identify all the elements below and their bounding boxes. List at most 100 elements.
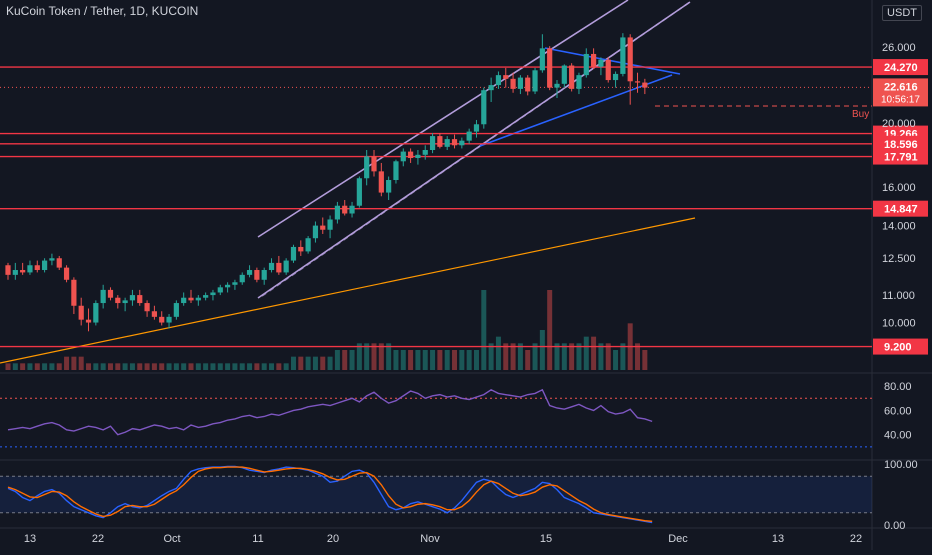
candle-body	[71, 279, 77, 306]
volume-bar	[181, 363, 187, 370]
candle-body	[107, 289, 114, 298]
candle-body	[195, 297, 201, 301]
volume-bar	[576, 343, 582, 370]
volume-bar	[459, 350, 465, 370]
currency-button[interactable]: USDT	[882, 5, 922, 21]
candle-body	[378, 171, 384, 193]
candle-body	[539, 48, 545, 71]
candle-body	[261, 270, 267, 280]
candle-body	[605, 59, 611, 81]
candle-body	[93, 303, 99, 323]
candle-body	[144, 303, 150, 312]
volume-bar	[430, 350, 436, 370]
volume-bar	[261, 363, 267, 370]
symbol-title[interactable]: KuCoin Token / Tether, 1D, KUCOIN	[6, 4, 199, 18]
candle-body	[27, 265, 33, 273]
candle-body	[342, 205, 348, 214]
candle-body	[627, 37, 633, 82]
price-tick-label: 11.000	[882, 290, 915, 302]
candle-body	[554, 83, 560, 88]
volume-bar	[34, 363, 40, 370]
volume-bar	[561, 343, 567, 370]
volume-bar	[598, 343, 604, 370]
last-price-label: 22.616	[884, 81, 918, 93]
rsi-tick-label: 60.00	[884, 405, 912, 417]
candle-body	[78, 305, 84, 320]
candle-body	[561, 65, 567, 84]
volume-bar	[517, 343, 523, 370]
candle-body	[129, 295, 136, 301]
volume-bar	[569, 343, 575, 370]
volume-bar	[312, 356, 318, 370]
volume-bar	[203, 363, 209, 370]
candle-body	[246, 270, 253, 275]
volume-bar	[583, 336, 589, 370]
candle-body	[151, 311, 157, 317]
candle-body	[334, 205, 340, 220]
candle-body	[203, 295, 209, 298]
volume-bar	[378, 343, 384, 370]
price-tick-label: 12.500	[882, 253, 916, 265]
volume-bar	[452, 350, 458, 370]
volume-bar	[276, 363, 282, 370]
price-level-label: 17.791	[884, 152, 918, 164]
time-tick-label: 15	[540, 533, 552, 545]
candle-body	[49, 258, 55, 261]
volume-bar	[408, 350, 414, 370]
candle-body	[576, 75, 582, 89]
price-level-tag	[873, 59, 928, 76]
candle-body	[547, 48, 553, 88]
candle-body	[63, 267, 70, 280]
candle-body	[5, 265, 11, 275]
candle-body	[466, 131, 472, 141]
candle-body	[415, 154, 421, 159]
volume-bar	[393, 350, 399, 370]
volume-bar	[93, 363, 99, 370]
volume-bar	[159, 363, 165, 370]
candle-body	[422, 150, 428, 155]
volume-bar	[20, 363, 26, 370]
volume-bar	[642, 350, 648, 370]
volume-bar	[510, 343, 516, 370]
volume-bar	[247, 363, 253, 370]
volume-bar	[12, 363, 18, 370]
price-level-label: 24.270	[884, 62, 918, 74]
volume-bar	[49, 363, 55, 370]
candle-body	[122, 300, 128, 304]
volume-bar	[254, 363, 260, 370]
volume-bar	[166, 363, 172, 370]
time-tick-label: Dec	[668, 533, 688, 545]
volume-bar	[356, 343, 362, 370]
volume-bar	[144, 363, 150, 370]
candle-body	[283, 260, 289, 273]
stoch-d-line	[7, 466, 653, 522]
volume-bar	[320, 356, 326, 370]
volume-bar	[371, 343, 377, 370]
candle-body	[159, 316, 165, 323]
candle-body	[137, 295, 143, 304]
volume-bar	[305, 356, 311, 370]
volume-bar	[129, 363, 135, 370]
time-tick-label: 13	[24, 533, 36, 545]
volume-bar	[605, 343, 611, 370]
candle-body	[634, 81, 641, 83]
volume-bar	[210, 363, 216, 370]
candle-body	[20, 270, 26, 273]
volume-bar	[122, 363, 128, 370]
candle-body	[525, 77, 531, 92]
price-level-tag	[873, 338, 928, 355]
volume-bar	[217, 363, 223, 370]
volume-bar	[290, 356, 296, 370]
candle-body	[217, 287, 223, 293]
volume-bar	[137, 363, 143, 370]
candle-body	[298, 246, 304, 252]
volume-bar	[503, 343, 509, 370]
price-level-tag	[873, 135, 928, 152]
volume-bar	[532, 343, 538, 370]
candle-body	[166, 316, 172, 323]
candle-body	[232, 282, 238, 285]
volume-bar	[525, 350, 531, 370]
volume-bar	[27, 363, 33, 370]
